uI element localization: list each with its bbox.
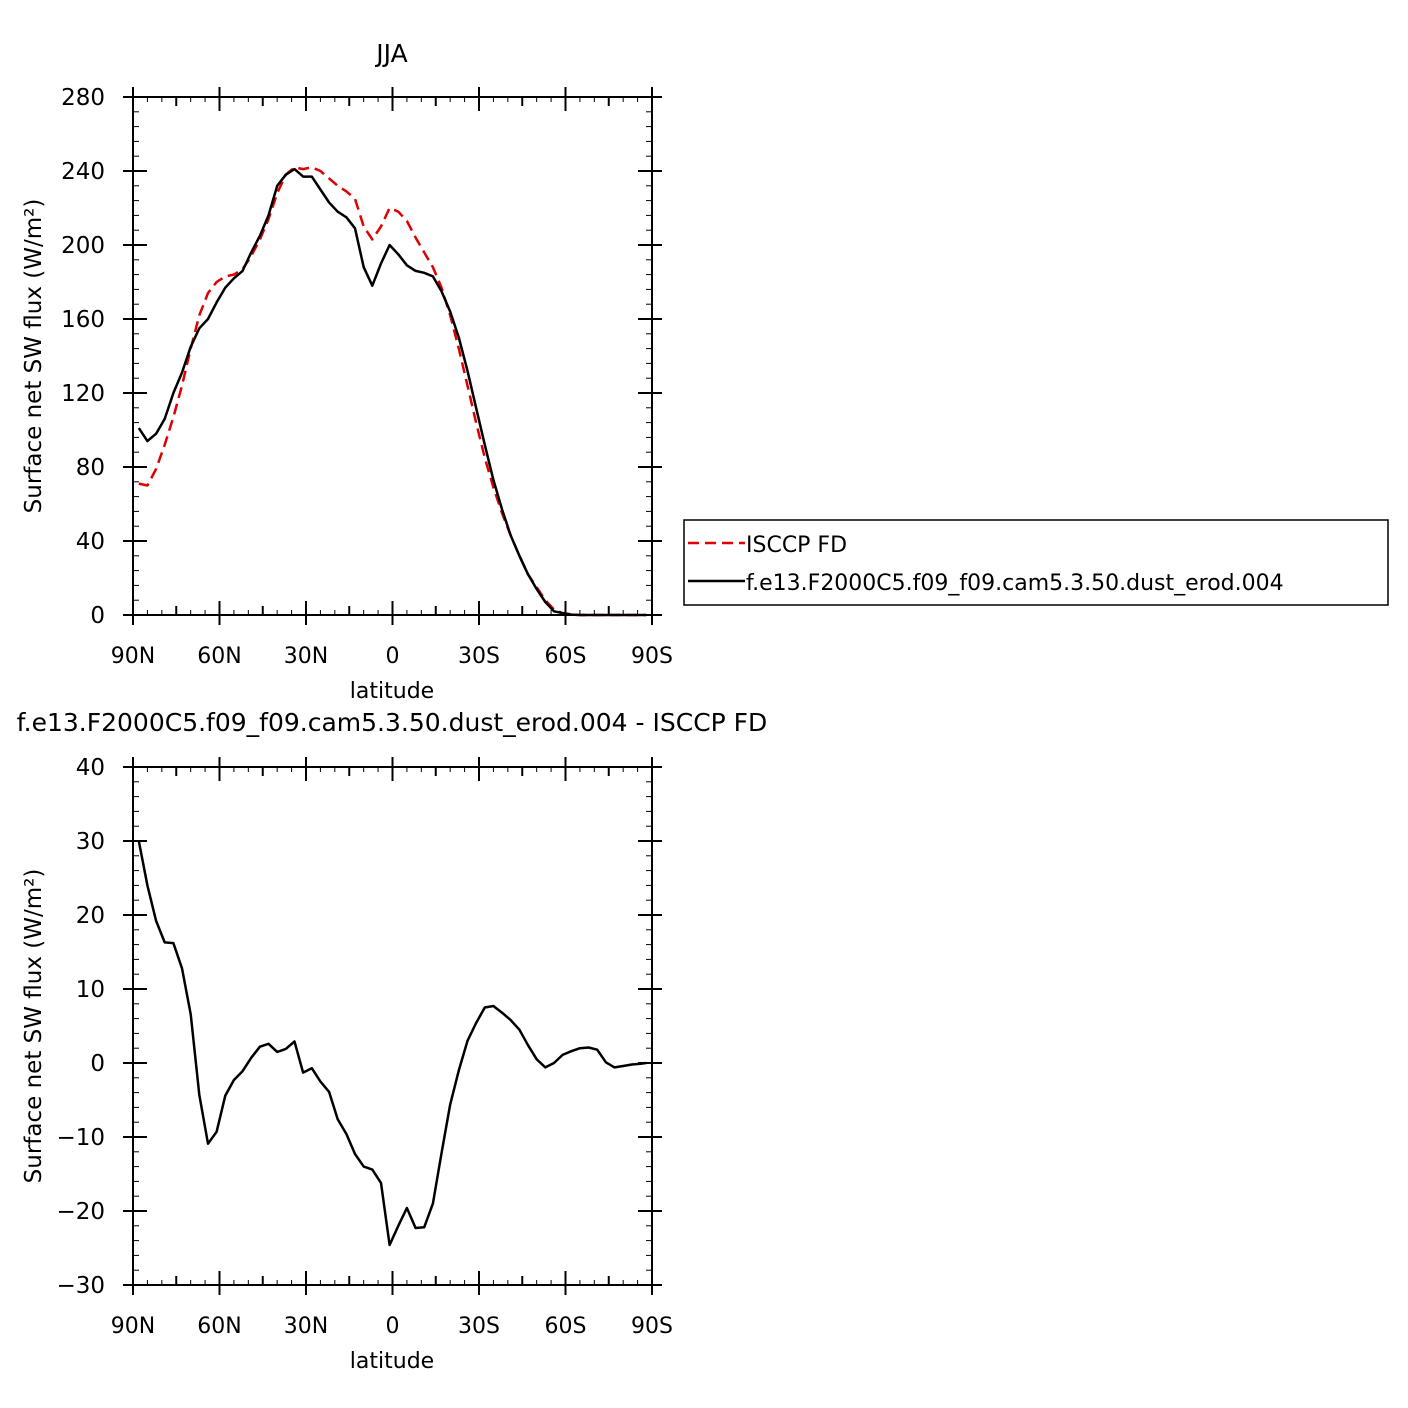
bottom-x-tick-label: 30N bbox=[284, 1314, 328, 1339]
top-series-line-0 bbox=[138, 166, 647, 617]
legend-label-isccp-fd: ISCCP FD bbox=[746, 533, 847, 558]
bottom-plot-frame bbox=[132, 766, 653, 1286]
bottom-y-tick-label: 20 bbox=[76, 903, 105, 929]
top-y-tick-label: 120 bbox=[61, 381, 105, 407]
legend-label-model: f.e13.F2000C5.f09_f09.cam5.3.50.dust_ero… bbox=[746, 571, 1284, 596]
top-x-axis-label: latitude bbox=[350, 679, 434, 704]
top-y-tick-label: 40 bbox=[76, 529, 105, 555]
bottom-chart-title: f.e13.F2000C5.f09_f09.cam5.3.50.dust_ero… bbox=[17, 708, 768, 737]
legend-box bbox=[683, 519, 1389, 606]
top-plot-frame bbox=[132, 96, 653, 616]
bottom-y-tick-label: −30 bbox=[56, 1273, 105, 1299]
bottom-x-tick-label: 0 bbox=[386, 1314, 400, 1339]
top-y-tick-label: 80 bbox=[76, 455, 105, 481]
top-x-tick-label: 60N bbox=[197, 644, 241, 669]
top-panel: JJA Surface net SW flux (W/m²) latitude … bbox=[21, 39, 673, 704]
top-y-tick-label: 280 bbox=[61, 85, 105, 111]
bottom-x-tick-label: 30S bbox=[458, 1314, 500, 1339]
top-y-tick-label: 160 bbox=[61, 307, 105, 333]
top-series-line-1 bbox=[137, 167, 647, 617]
bottom-y-tick-label: 10 bbox=[76, 977, 105, 1003]
top-y-tick-label: 240 bbox=[61, 159, 105, 185]
bottom-y-tick-label: 40 bbox=[76, 755, 105, 781]
bottom-y-tick-label: −20 bbox=[56, 1199, 105, 1225]
legend: ISCCP FD f.e13.F2000C5.f09_f09.cam5.3.50… bbox=[683, 519, 1389, 606]
bottom-y-axis-label: Surface net SW flux (W/m²) bbox=[21, 869, 47, 1184]
top-x-tick-label: 60S bbox=[545, 644, 587, 669]
bottom-series-line-0 bbox=[137, 840, 647, 1247]
bottom-x-axis-label: latitude bbox=[350, 1349, 434, 1374]
top-y-axis-label: Surface net SW flux (W/m²) bbox=[21, 199, 47, 514]
bottom-panel: f.e13.F2000C5.f09_f09.cam5.3.50.dust_ero… bbox=[17, 708, 768, 1374]
bottom-x-tick-label: 60S bbox=[545, 1314, 587, 1339]
top-x-tick-label: 0 bbox=[386, 644, 400, 669]
top-x-tick-label: 90N bbox=[111, 644, 155, 669]
top-x-tick-label: 30N bbox=[284, 644, 328, 669]
bottom-y-tick-label: 0 bbox=[90, 1051, 105, 1077]
bottom-series-group bbox=[137, 840, 647, 1247]
top-chart-title: JJA bbox=[374, 39, 407, 68]
top-series-group bbox=[137, 166, 647, 617]
bottom-x-tick-label: 90N bbox=[111, 1314, 155, 1339]
top-x-tick-label: 90S bbox=[631, 644, 673, 669]
top-y-tick-label: 0 bbox=[90, 603, 105, 629]
top-x-tick-label: 30S bbox=[458, 644, 500, 669]
bottom-x-tick-label: 90S bbox=[631, 1314, 673, 1339]
bottom-x-tick-label: 60N bbox=[197, 1314, 241, 1339]
top-axis-ticks: 90N 60N 30N 0 30S 60S 90S 0 40 80 120 160 200 240 280 bbox=[61, 85, 673, 669]
bottom-y-tick-label: −10 bbox=[56, 1125, 105, 1151]
top-y-tick-label: 200 bbox=[61, 233, 105, 259]
bottom-y-tick-label: 30 bbox=[76, 829, 105, 855]
